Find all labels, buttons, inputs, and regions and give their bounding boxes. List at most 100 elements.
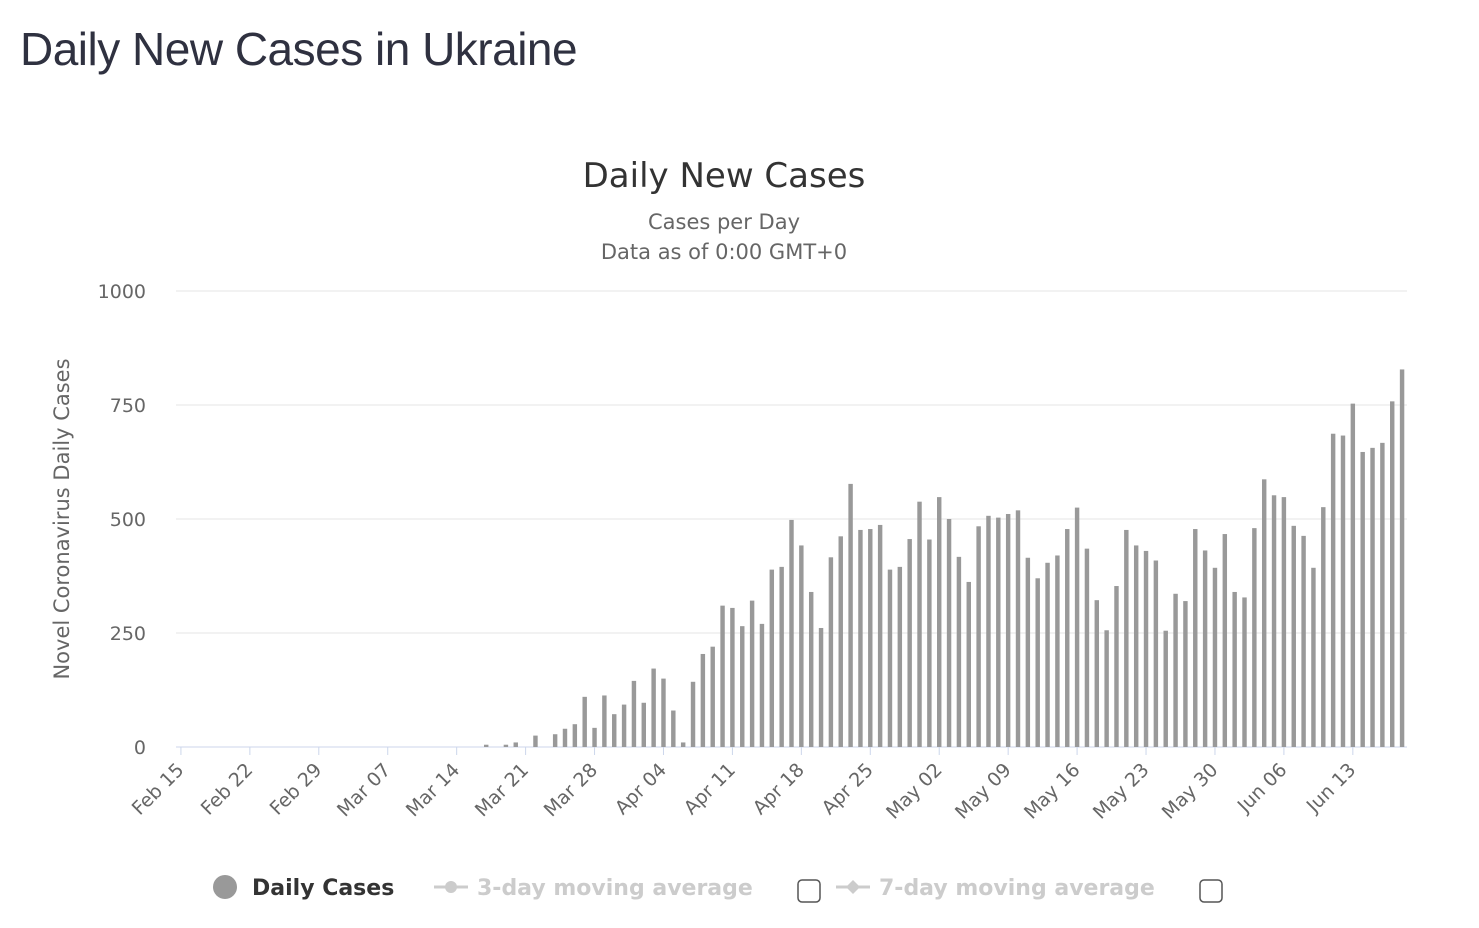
bar [720, 605, 725, 747]
bar [612, 714, 617, 747]
bar [1390, 401, 1395, 747]
bar [1261, 479, 1267, 747]
bar [917, 501, 922, 747]
bar [966, 581, 971, 747]
x-tick-label: Mar 07 [333, 759, 395, 821]
line-circle-marker-icon [434, 881, 468, 893]
bar [602, 695, 607, 747]
bar [641, 702, 646, 747]
bar [1153, 560, 1159, 747]
bar [1271, 495, 1277, 747]
legend-checkbox-2[interactable] [797, 879, 821, 903]
bar [552, 734, 558, 747]
page-title: Daily New Cases in Ukraine [20, 23, 578, 75]
bar [848, 483, 853, 747]
x-tick-label: Mar 14 [402, 759, 464, 821]
x-tick-label: Mar 21 [471, 759, 533, 821]
x-tick-label: May 23 [1089, 759, 1154, 824]
bar [1291, 525, 1296, 747]
bar [1232, 591, 1237, 747]
bar [1104, 630, 1109, 747]
bar [1212, 567, 1218, 747]
x-tick-label: Apr 18 [749, 759, 809, 819]
bar [671, 710, 676, 747]
x-tick-label: Apr 11 [680, 759, 740, 819]
bar [1399, 369, 1405, 747]
legend-checkbox-3[interactable] [1199, 879, 1223, 903]
bar [1084, 548, 1090, 747]
y-tick-label: 1000 [98, 281, 146, 303]
x-tick-label: May 09 [951, 759, 1016, 824]
x-tick-label: Jun 06 [1233, 759, 1292, 818]
bar [730, 607, 735, 747]
x-tick-label: Apr 04 [611, 759, 671, 819]
bar [1193, 529, 1198, 747]
bar [1074, 507, 1080, 747]
x-tick-label: Feb 29 [266, 759, 327, 820]
bar [937, 497, 942, 747]
bar [1360, 451, 1365, 747]
bar [661, 678, 666, 747]
bar [740, 626, 745, 747]
y-tick-label: 250 [110, 623, 146, 645]
bar [1202, 550, 1208, 747]
bar [1330, 433, 1336, 747]
bar [828, 557, 834, 747]
bar [1340, 435, 1346, 747]
y-axis-title: Novel Coronavirus Daily Cases [50, 358, 74, 679]
bar [1015, 510, 1021, 747]
y-tick-label: 750 [110, 395, 146, 417]
bar [621, 704, 627, 747]
bar [631, 680, 637, 747]
bar [927, 539, 932, 747]
bar [996, 517, 1001, 747]
x-tick-label: Apr 25 [818, 759, 878, 819]
bar [858, 529, 863, 747]
bar [1370, 447, 1375, 747]
bar [1183, 601, 1188, 747]
legend-label: Daily Cases [252, 876, 394, 901]
x-tick-label: Jun 13 [1302, 759, 1361, 818]
bar [513, 742, 518, 747]
bar [1222, 534, 1228, 747]
bar [769, 569, 775, 747]
bar [956, 556, 962, 747]
bar [1321, 507, 1326, 747]
bar [976, 526, 981, 747]
x-tick-label: May 30 [1158, 759, 1223, 824]
bar [582, 696, 587, 747]
line-diamond-marker-icon [836, 880, 870, 894]
bar [1025, 557, 1031, 747]
bar [503, 744, 509, 747]
x-tick-label: May 02 [882, 759, 947, 824]
legend-item-2[interactable]: 3-day moving average [434, 876, 753, 901]
chart-legend: Daily Cases 3-day moving average 7-day mov… [213, 875, 1223, 903]
chart-subtitle-line-1: Cases per Day [648, 210, 800, 234]
bar [1281, 497, 1287, 747]
bar [838, 536, 843, 747]
bar [690, 681, 696, 747]
bar [808, 591, 814, 747]
bar [1242, 597, 1247, 747]
chart-title: Daily New Cases [583, 156, 866, 196]
bar [1094, 600, 1100, 747]
legend-item-1[interactable]: Daily Cases [213, 875, 394, 901]
y-tick-label: 500 [110, 509, 146, 531]
bar [887, 569, 893, 747]
bar [483, 744, 489, 747]
x-tick-label: Feb 15 [128, 759, 189, 820]
bar [700, 653, 706, 747]
bar [1055, 555, 1060, 747]
bar [877, 524, 883, 747]
legend-item-3[interactable]: 7-day moving average [836, 876, 1155, 901]
bar [759, 623, 765, 747]
bar [1045, 562, 1050, 747]
bar [818, 627, 824, 747]
chart-subtitle-line-2: Data as of 0:00 GMT+0 [601, 240, 847, 264]
bar [779, 566, 784, 747]
bar [1114, 586, 1119, 747]
bar [946, 519, 952, 747]
bar [1350, 403, 1356, 747]
bar [1252, 528, 1257, 747]
